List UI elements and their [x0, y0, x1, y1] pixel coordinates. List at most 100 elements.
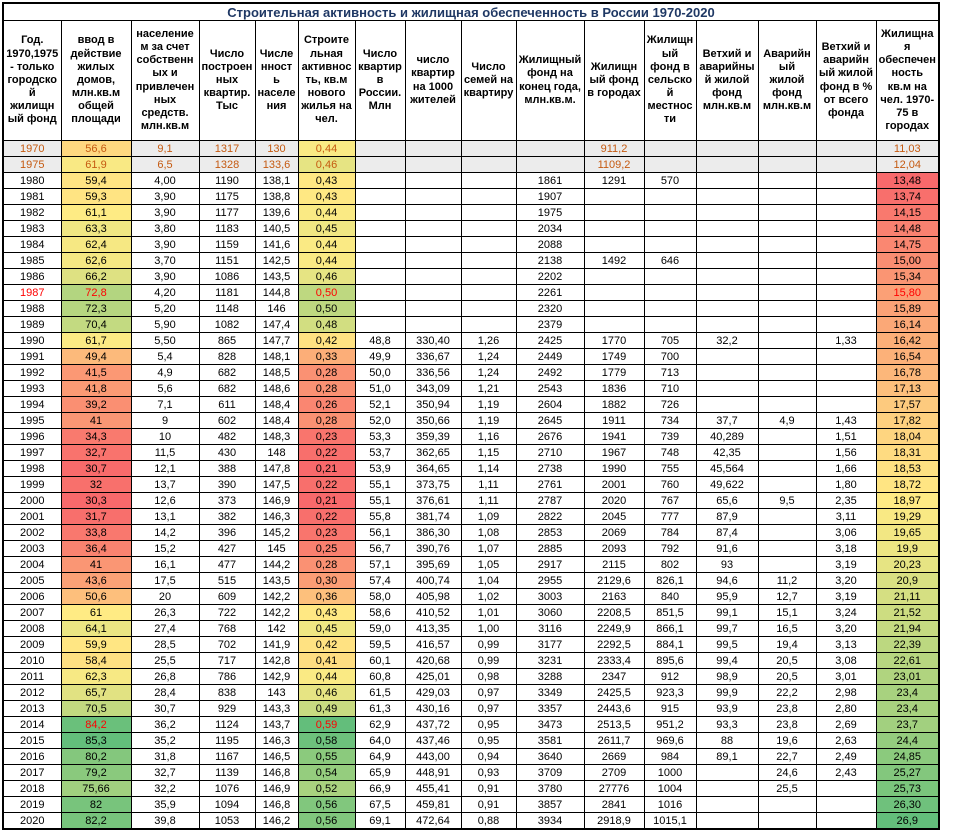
- table-cell[interactable]: 57,4: [354, 572, 406, 589]
- table-cell[interactable]: 67,5: [354, 796, 406, 813]
- table-cell[interactable]: [695, 380, 759, 397]
- table-cell[interactable]: 19,65: [875, 524, 940, 541]
- table-cell[interactable]: 17,82: [875, 412, 940, 429]
- table-cell[interactable]: 755: [643, 460, 697, 477]
- table-cell[interactable]: [695, 780, 759, 797]
- table-cell[interactable]: 2853: [515, 524, 585, 541]
- table-cell[interactable]: [695, 220, 759, 237]
- table-cell[interactable]: 1,51: [815, 428, 877, 445]
- table-cell[interactable]: [695, 268, 759, 285]
- table-cell[interactable]: 41,5: [60, 364, 132, 381]
- table-cell[interactable]: 0,22: [297, 508, 356, 525]
- table-cell[interactable]: 146,3: [254, 732, 299, 749]
- table-cell[interactable]: 611: [198, 396, 256, 413]
- table-cell[interactable]: 1,16: [460, 428, 517, 445]
- table-cell[interactable]: 5,4: [130, 348, 200, 365]
- table-cell[interactable]: 3357: [515, 700, 585, 717]
- table-cell[interactable]: 2045: [583, 508, 645, 525]
- table-cell[interactable]: 60,8: [354, 668, 406, 685]
- table-cell[interactable]: 16,78: [875, 364, 940, 381]
- table-cell[interactable]: 0,28: [297, 412, 356, 429]
- table-cell[interactable]: 147,7: [254, 332, 299, 349]
- table-cell[interactable]: 1177: [198, 204, 256, 221]
- table-cell[interactable]: 59,3: [60, 188, 132, 205]
- table-cell[interactable]: 1967: [583, 444, 645, 461]
- table-cell[interactable]: 133,6: [254, 156, 299, 173]
- table-cell[interactable]: 430: [198, 444, 256, 461]
- table-cell[interactable]: 0,59: [297, 716, 356, 733]
- table-cell[interactable]: [815, 300, 877, 317]
- table-cell[interactable]: [460, 220, 517, 237]
- table-cell[interactable]: 35,2: [130, 732, 200, 749]
- column-header-3[interactable]: Число построенных квартир. Тыс: [198, 20, 256, 141]
- table-cell[interactable]: 55,8: [354, 508, 406, 525]
- table-cell[interactable]: [354, 300, 406, 317]
- table-cell[interactable]: [354, 188, 406, 205]
- table-cell[interactable]: 2611,7: [583, 732, 645, 749]
- table-cell[interactable]: 2738: [515, 460, 585, 477]
- table-cell[interactable]: 4,00: [130, 172, 200, 189]
- table-cell[interactable]: 1151: [198, 252, 256, 269]
- table-cell[interactable]: 2841: [583, 796, 645, 813]
- table-cell[interactable]: 15,34: [875, 268, 940, 285]
- table-cell[interactable]: 30,7: [60, 460, 132, 477]
- table-cell[interactable]: 2202: [515, 268, 585, 285]
- table-cell[interactable]: 2,63: [815, 732, 877, 749]
- table-cell[interactable]: 382: [198, 508, 256, 525]
- table-cell[interactable]: [460, 252, 517, 269]
- table-cell[interactable]: [757, 476, 817, 493]
- table-cell[interactable]: 1,04: [460, 572, 517, 589]
- table-cell[interactable]: [757, 524, 817, 541]
- year-cell[interactable]: 2001: [2, 508, 62, 525]
- year-cell[interactable]: 2017: [2, 764, 62, 781]
- year-cell[interactable]: 2007: [2, 604, 62, 621]
- table-cell[interactable]: [815, 172, 877, 189]
- table-cell[interactable]: [583, 204, 645, 221]
- table-cell[interactable]: 0,95: [460, 732, 517, 749]
- table-cell[interactable]: 53,9: [354, 460, 406, 477]
- table-cell[interactable]: 48,8: [354, 332, 406, 349]
- table-cell[interactable]: 99,4: [695, 652, 759, 669]
- table-cell[interactable]: [757, 316, 817, 333]
- table-cell[interactable]: 1,05: [460, 556, 517, 573]
- table-cell[interactable]: [757, 380, 817, 397]
- table-cell[interactable]: 3,13: [815, 636, 877, 653]
- table-cell[interactable]: 362,65: [404, 444, 462, 461]
- table-cell[interactable]: 0,99: [460, 652, 517, 669]
- table-cell[interactable]: [695, 140, 759, 157]
- table-cell[interactable]: 0,46: [297, 684, 356, 701]
- table-cell[interactable]: 99,1: [695, 604, 759, 621]
- table-cell[interactable]: 2,98: [815, 684, 877, 701]
- table-cell[interactable]: 482: [198, 428, 256, 445]
- table-cell[interactable]: 777: [643, 508, 697, 525]
- table-cell[interactable]: 147,5: [254, 476, 299, 493]
- table-cell[interactable]: 722: [198, 604, 256, 621]
- table-cell[interactable]: 50,6: [60, 588, 132, 605]
- column-header-1[interactable]: ввод в действие жилых домов, млн.кв.м об…: [60, 20, 132, 141]
- table-cell[interactable]: 1,26: [460, 332, 517, 349]
- table-cell[interactable]: [757, 268, 817, 285]
- table-cell[interactable]: 0,26: [297, 396, 356, 413]
- table-cell[interactable]: 1109,2: [583, 156, 645, 173]
- table-cell[interactable]: 2492: [515, 364, 585, 381]
- table-cell[interactable]: 969,6: [643, 732, 697, 749]
- table-cell[interactable]: [695, 348, 759, 365]
- column-header-2[interactable]: населением за счет собственных и привлеч…: [130, 20, 200, 141]
- table-cell[interactable]: 142,9: [254, 668, 299, 685]
- table-cell[interactable]: 425,01: [404, 668, 462, 685]
- table-cell[interactable]: 3,90: [130, 204, 200, 221]
- table-cell[interactable]: 0,30: [297, 572, 356, 589]
- year-cell[interactable]: 1987: [2, 284, 62, 301]
- table-cell[interactable]: 23,8: [757, 700, 817, 717]
- table-cell[interactable]: 0,33: [297, 348, 356, 365]
- table-cell[interactable]: 3,90: [130, 236, 200, 253]
- table-cell[interactable]: [643, 236, 697, 253]
- table-cell[interactable]: [757, 220, 817, 237]
- table-cell[interactable]: 64,1: [60, 620, 132, 637]
- table-cell[interactable]: 3231: [515, 652, 585, 669]
- table-cell[interactable]: 3,19: [815, 588, 877, 605]
- table-cell[interactable]: 2,43: [815, 764, 877, 781]
- table-cell[interactable]: [583, 188, 645, 205]
- table-cell[interactable]: 0,43: [297, 188, 356, 205]
- table-cell[interactable]: [404, 316, 462, 333]
